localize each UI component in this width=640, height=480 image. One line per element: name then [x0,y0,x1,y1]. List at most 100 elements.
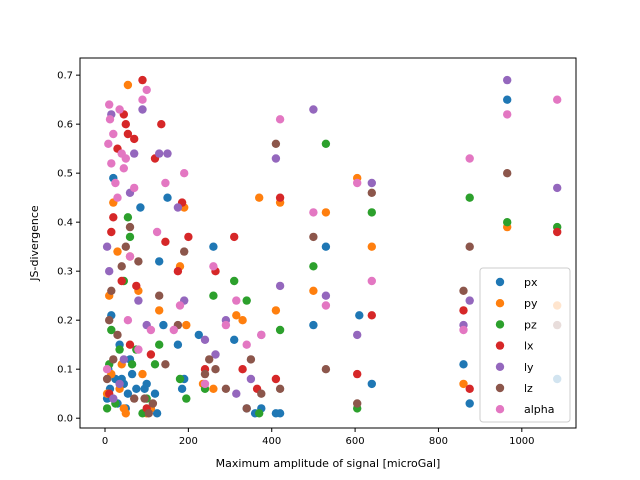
point-alpha-0 [102,365,112,374]
point-lz-22 [246,355,256,364]
point-lx-11 [138,75,147,85]
legend-marker-px [495,277,505,287]
point-pz-7 [125,232,135,242]
axes-frame [79,57,577,429]
point-pz-22 [309,262,318,271]
point-lz-18 [205,355,214,364]
x-axis-label: Maximum amplitude of signal [microGal] [216,457,441,470]
point-lx-23 [238,365,247,374]
point-lz-1 [105,316,114,325]
point-pz-13 [155,340,164,349]
point-ly-4 [115,379,124,389]
point-pz-27 [503,218,512,227]
point-lz-17 [200,369,210,379]
point-lx-30 [465,384,474,393]
point-alpha-31 [309,208,318,217]
point-ly-11 [155,149,164,158]
point-px-22 [159,320,168,330]
point-alpha-22 [175,301,185,310]
point-lx-4 [117,276,126,286]
point-lz-24 [271,139,281,148]
point-alpha-8 [115,105,124,114]
y-tick-label: 0.1 [57,365,73,376]
point-lz-9 [134,257,143,266]
point-lz-25 [275,384,285,393]
point-lx-26 [275,193,285,202]
point-py-4 [113,247,122,256]
point-py-24 [271,306,281,315]
point-px-41 [503,95,512,104]
point-alpha-23 [180,169,189,178]
point-alpha-34 [367,276,376,286]
point-ly-5 [119,355,128,364]
point-alpha-16 [138,95,147,104]
point-lx-16 [161,237,170,246]
point-ly-21 [271,154,281,163]
point-lx-8 [125,340,135,349]
point-px-19 [150,389,160,398]
point-lx-31 [553,227,562,237]
point-alpha-15 [134,345,143,354]
y-axis: 0.0 0.1 0.2 0.3 0.4 0.5 0.6 0.7 [57,71,80,425]
point-alpha-11 [121,154,130,163]
point-pz-8 [127,360,137,369]
point-ly-18 [232,389,241,398]
point-alpha-26 [221,320,231,330]
point-lz-29 [367,188,376,197]
point-alpha-10 [119,164,128,173]
point-alpha-36 [465,154,474,163]
point-lz-27 [321,365,331,374]
y-tick-label: 0.3 [57,267,73,278]
point-py-23 [255,193,264,202]
point-alpha-18 [146,325,156,335]
point-px-39 [459,360,468,369]
point-ly-1 [105,267,114,276]
point-py-15 [155,306,164,315]
point-lx-9 [130,134,139,144]
point-pz-15 [182,394,191,403]
point-px-17 [142,379,151,389]
point-lz-3 [109,355,118,364]
point-ly-22 [275,281,285,291]
point-py-20 [209,384,218,393]
point-lz-2 [107,286,116,295]
point-lz-14 [161,360,170,369]
legend-label-lz: lz [524,382,533,395]
point-alpha-7 [113,193,122,202]
point-py-8 [121,409,130,418]
point-alpha-2 [105,100,114,109]
point-pz-25 [367,208,376,217]
point-pz-19 [242,296,251,305]
point-pz-18 [230,276,239,286]
point-pz-20 [255,409,264,418]
point-px-14 [132,384,141,393]
point-py-18 [182,320,191,330]
point-lz-13 [155,291,164,300]
x-axis: 0 200 400 600 800 1000 [102,428,535,447]
point-py-26 [309,286,318,295]
point-alpha-24 [200,379,210,389]
point-lz-26 [309,232,318,242]
point-px-35 [309,320,318,330]
point-lz-21 [242,404,251,413]
point-ly-15 [200,335,210,344]
point-alpha-28 [242,340,251,349]
point-px-15 [136,203,145,212]
point-alpha-37 [503,110,512,119]
point-py-21 [232,311,241,320]
point-alpha-5 [109,129,118,139]
point-lz-5 [117,262,126,271]
point-ly-28 [465,296,474,305]
point-alpha-20 [161,178,170,188]
legend-label-px: px [524,276,538,289]
legend-label-ly: ly [524,361,534,374]
point-px-38 [367,379,376,389]
point-pz-21 [275,325,285,335]
point-ly-25 [353,330,362,340]
point-lz-12 [148,399,158,408]
y-tick-label: 0.7 [57,71,73,82]
point-lz-16 [180,247,189,256]
legend-label-alpha: alpha [524,403,555,416]
point-px-27 [194,330,203,340]
